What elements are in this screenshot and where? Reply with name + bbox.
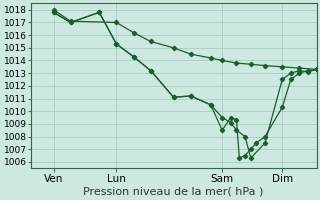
X-axis label: Pression niveau de la mer( hPa ): Pression niveau de la mer( hPa ) (84, 187, 264, 197)
